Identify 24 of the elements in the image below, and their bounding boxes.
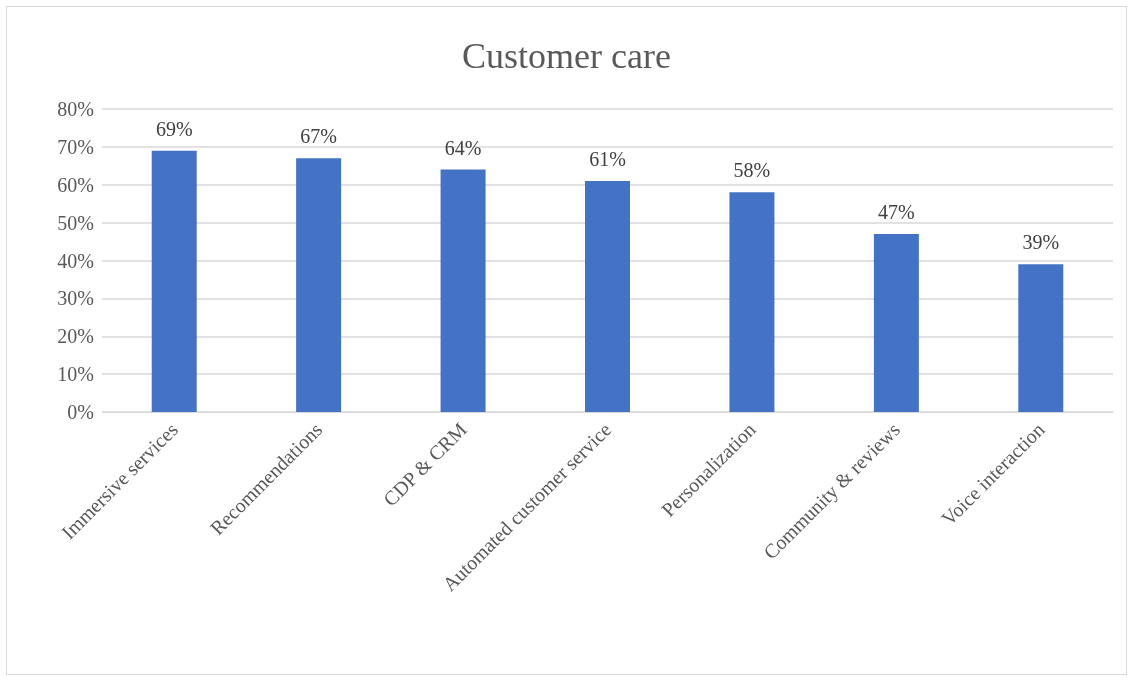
chart-title: Customer care — [462, 36, 671, 76]
y-tick-label: 50% — [57, 211, 94, 234]
bar — [873, 233, 919, 412]
bar — [1018, 264, 1064, 412]
bar — [440, 169, 486, 412]
data-label: 67% — [300, 125, 337, 148]
data-label: 61% — [589, 147, 626, 170]
y-tick-label: 40% — [57, 249, 94, 272]
bar — [729, 192, 775, 412]
y-tick-label: 0% — [67, 401, 94, 423]
bar — [296, 158, 342, 412]
data-label: 47% — [878, 200, 915, 223]
y-tick-label: 20% — [57, 325, 94, 348]
y-tick-label: 10% — [57, 363, 94, 386]
data-label: 64% — [444, 136, 482, 159]
y-tick-label: 60% — [57, 173, 94, 196]
bar — [585, 180, 630, 412]
data-label: 69% — [155, 117, 193, 140]
y-tick-label: 80% — [57, 98, 94, 120]
y-tick-label: 30% — [57, 287, 94, 310]
data-label: 39% — [1022, 231, 1060, 254]
y-tick-label: 70% — [57, 135, 94, 158]
bar — [151, 150, 197, 412]
data-label: 58% — [733, 159, 771, 182]
